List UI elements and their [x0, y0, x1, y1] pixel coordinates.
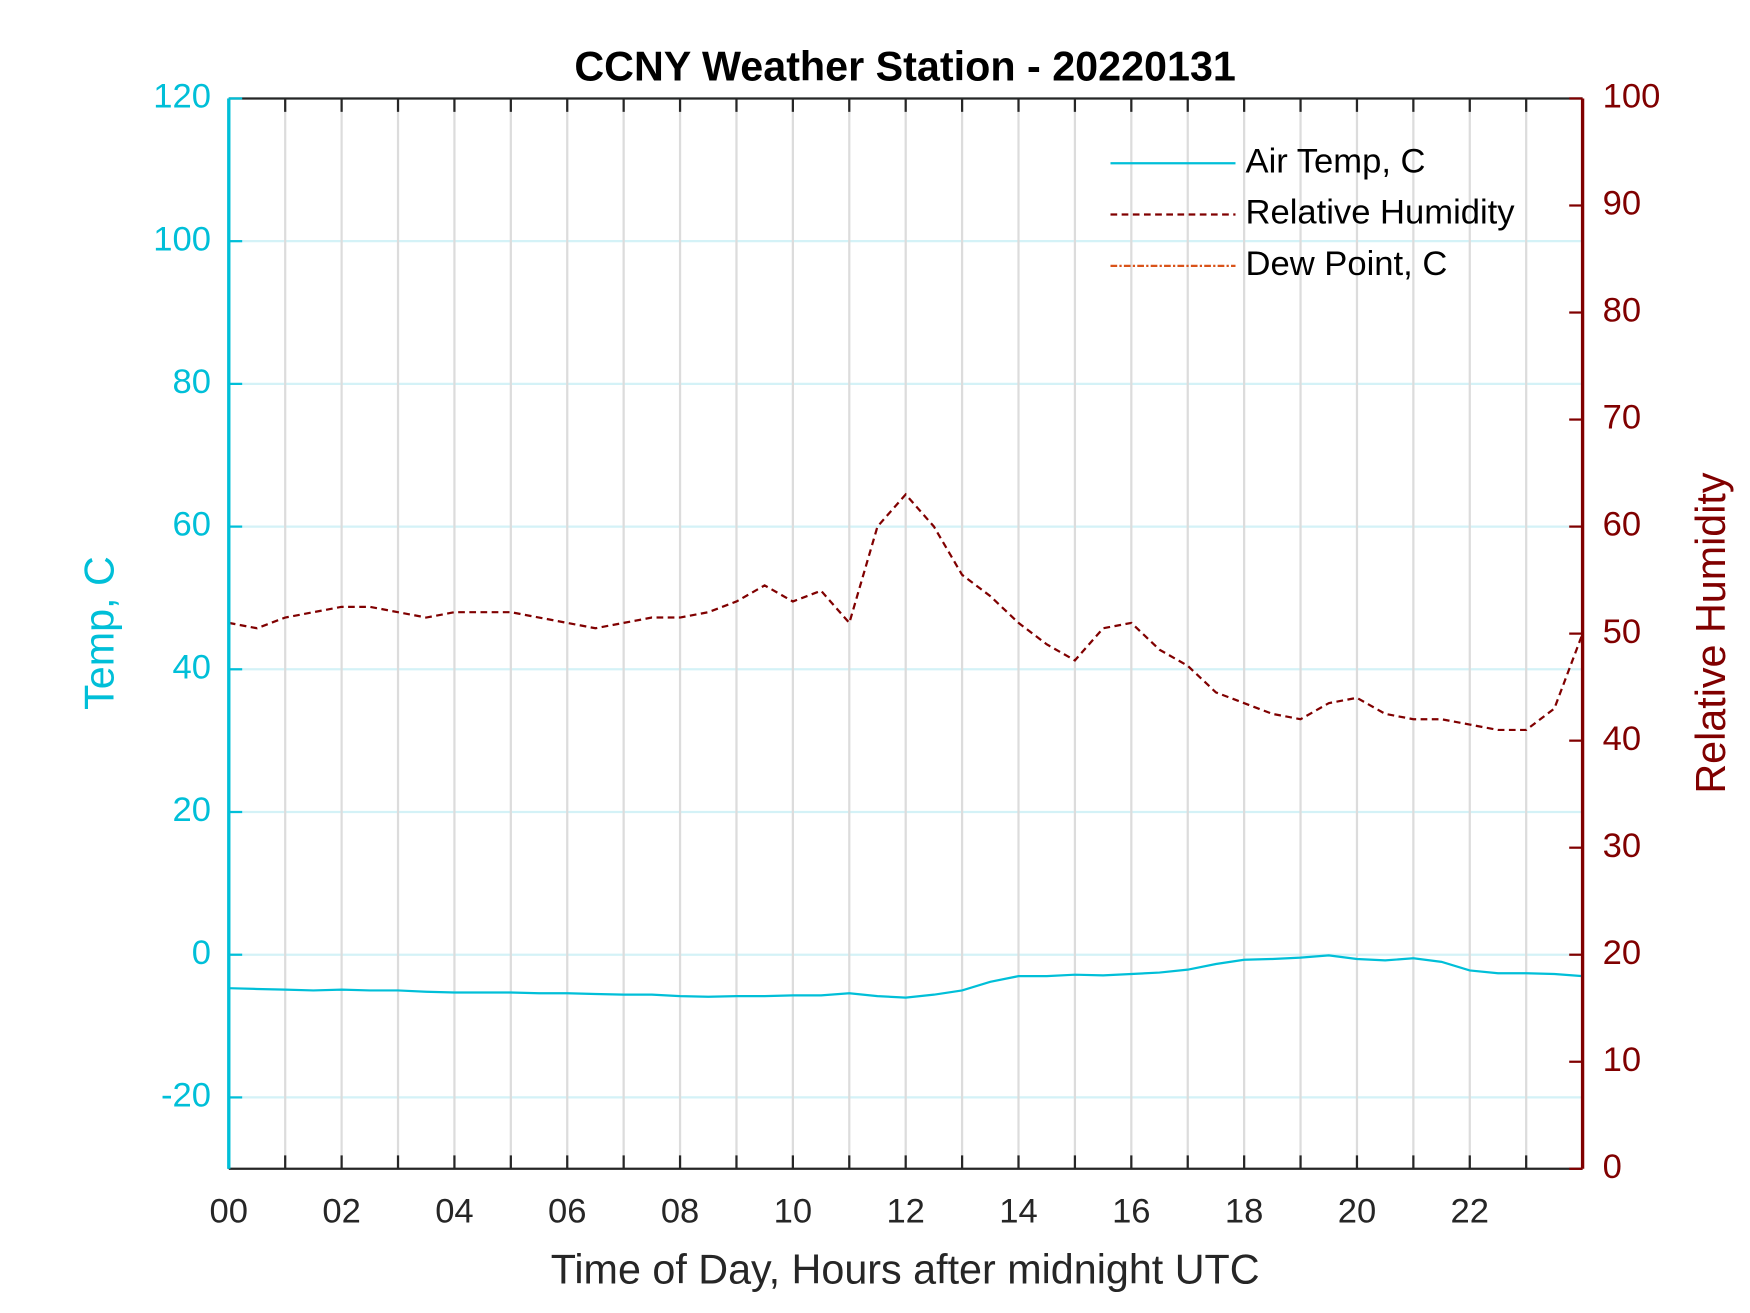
y2-tick-label: 100: [1603, 78, 1661, 116]
line-series: [228, 492, 1584, 732]
x-tick-label: 04: [435, 1193, 473, 1231]
y-tick-label: 80: [172, 363, 210, 401]
y-tick-label: 40: [172, 648, 210, 686]
x-tick-label: 10: [774, 1193, 812, 1231]
chart-title: CCNY Weather Station - 20220131: [574, 43, 1236, 89]
y2-axis-label: Relative Humidity: [1688, 472, 1734, 794]
x-tick-label: 20: [1338, 1193, 1376, 1231]
y-tick-label: 60: [172, 506, 210, 544]
y-tick-label: -20: [161, 1077, 211, 1115]
x-tick-label: 12: [886, 1193, 924, 1231]
legend-label: Dew Point, C: [1246, 245, 1448, 283]
y2-tick-label: 10: [1603, 1041, 1641, 1079]
y2-tick-label: 60: [1603, 506, 1641, 544]
x-tick-label: 22: [1451, 1193, 1489, 1231]
y2-tick-label: 90: [1603, 185, 1641, 223]
y-tick-label: 0: [192, 934, 211, 972]
line-series: [228, 954, 1583, 999]
x-tick-label: 00: [210, 1193, 248, 1231]
x-tick-label: 16: [1112, 1193, 1150, 1231]
x-tick-label: 18: [1225, 1193, 1263, 1231]
y-axis-label: Temp, C: [77, 556, 123, 710]
x-axis-label: Time of Day, Hours after midnight UTC: [551, 1246, 1260, 1292]
y2-tick-label: 80: [1603, 292, 1641, 330]
y-tick-label: 20: [172, 791, 210, 829]
legend-label: Relative Humidity: [1246, 194, 1516, 232]
y2-tick-label: 40: [1603, 720, 1641, 758]
x-tick-label: 14: [999, 1193, 1037, 1231]
y2-tick-label: 30: [1603, 827, 1641, 865]
y-tick-label: 100: [153, 220, 211, 258]
y2-tick-label: 50: [1603, 613, 1641, 651]
y2-tick-label: 20: [1603, 934, 1641, 972]
y-tick-label: 120: [153, 78, 211, 116]
x-tick-label: 08: [661, 1193, 699, 1231]
y2-tick-label: 70: [1603, 399, 1641, 437]
x-tick-label: 02: [322, 1193, 360, 1231]
x-tick-label: 06: [548, 1193, 586, 1231]
y2-tick-label: 0: [1603, 1148, 1622, 1186]
legend-label: Air Temp, C: [1246, 142, 1426, 180]
